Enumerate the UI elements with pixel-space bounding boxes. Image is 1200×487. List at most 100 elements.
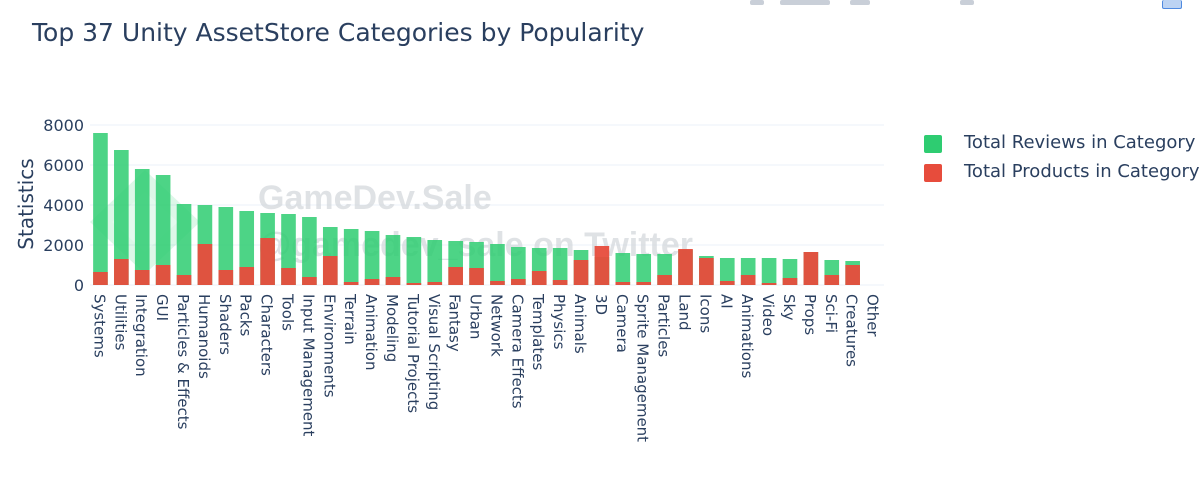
x-tick-label: GUI — [153, 294, 171, 321]
x-tick-label: Video — [759, 294, 777, 336]
bar-products[interactable] — [657, 275, 672, 285]
bar-reviews[interactable] — [427, 240, 443, 285]
bar-reviews[interactable] — [719, 258, 735, 285]
x-tick-label: Animation — [362, 294, 380, 370]
bar-products[interactable] — [761, 283, 777, 285]
x-tick-label: Camera — [613, 294, 631, 353]
bar-reviews[interactable] — [155, 175, 171, 285]
x-tick-label: 3D — [592, 294, 610, 315]
x-tick-label: Physics — [550, 294, 568, 350]
bar-products[interactable] — [218, 270, 234, 285]
bar-products[interactable] — [511, 279, 526, 285]
bar-reviews[interactable] — [134, 169, 150, 285]
bar-products[interactable] — [364, 279, 380, 285]
y-tick-label: 6000 — [43, 156, 84, 175]
x-tick-label: Animations — [738, 294, 756, 378]
x-tick-label: Land — [676, 294, 694, 331]
bar-products[interactable] — [803, 252, 819, 285]
bar-reviews[interactable] — [281, 214, 296, 285]
bar-reviews[interactable] — [343, 229, 359, 285]
x-tick-label: Particles & Effects — [174, 294, 192, 430]
x-tick-label: Packs — [237, 294, 255, 336]
bar-reviews[interactable] — [615, 253, 631, 285]
bar-reviews[interactable] — [302, 217, 317, 285]
bar-products[interactable] — [678, 249, 693, 285]
bar-reviews[interactable] — [364, 231, 380, 285]
x-tick-label: Tutorial Projects — [404, 293, 422, 413]
x-tick-label: Input Management — [299, 294, 317, 437]
x-tick-label: Urban — [467, 294, 485, 339]
bar-products[interactable] — [594, 246, 610, 285]
bar-products[interactable] — [176, 275, 192, 285]
bar-products[interactable] — [699, 258, 714, 285]
bar-products[interactable] — [427, 282, 443, 285]
bar-products[interactable] — [197, 244, 213, 285]
x-tick-label: Utilities — [111, 294, 129, 351]
bar-reviews[interactable] — [93, 133, 108, 285]
bar-products[interactable] — [281, 268, 296, 285]
bar-reviews[interactable] — [239, 211, 255, 285]
bar-reviews[interactable] — [552, 248, 568, 285]
bar-reviews[interactable] — [218, 207, 234, 285]
bar-products[interactable] — [114, 259, 129, 285]
x-tick-label: Icons — [696, 294, 714, 333]
bar-products[interactable] — [322, 256, 338, 285]
bar-products[interactable] — [573, 260, 589, 285]
bar-products[interactable] — [636, 282, 652, 285]
bar-reviews[interactable] — [385, 235, 401, 285]
x-tick-label: Other — [864, 294, 882, 337]
y-axis-title: Statistics — [14, 158, 38, 249]
x-tick-label: Sprite Management — [634, 294, 652, 442]
bar-products[interactable] — [448, 267, 463, 285]
bar-products[interactable] — [531, 271, 547, 285]
bar-products[interactable] — [406, 283, 422, 285]
x-tick-label: Sky — [780, 294, 798, 321]
bar-products[interactable] — [740, 275, 756, 285]
y-tick-label: 2000 — [43, 236, 84, 255]
bar-products[interactable] — [260, 238, 275, 285]
x-tick-label: Shaders — [216, 294, 234, 355]
bar-reviews[interactable] — [176, 204, 192, 285]
bar-products[interactable] — [490, 281, 505, 285]
bar-reviews[interactable] — [511, 247, 526, 285]
sheet-icon — [1162, 0, 1182, 9]
x-tick-label: Animals — [571, 294, 589, 354]
bar-products[interactable] — [302, 277, 317, 285]
bar-reviews[interactable] — [406, 237, 422, 285]
x-tick-label: Fantasy — [446, 294, 464, 352]
y-tick-label: 0 — [74, 276, 84, 295]
bar-reviews[interactable] — [636, 254, 652, 285]
bar-reviews[interactable] — [114, 150, 129, 285]
x-tick-label: Visual Scripting — [425, 294, 443, 410]
x-tick-label: Terrain — [341, 293, 359, 345]
bar-products[interactable] — [845, 265, 860, 285]
legend-label-products: Total Products in Category — [964, 161, 1200, 182]
x-tick-label: Humanoids — [195, 294, 213, 379]
bar-products[interactable] — [134, 270, 150, 285]
legend-swatch-reviews — [924, 135, 942, 153]
bar-products[interactable] — [155, 265, 171, 285]
y-tick-label: 4000 — [43, 196, 84, 215]
bar-reviews[interactable] — [490, 244, 505, 285]
bar-products[interactable] — [615, 282, 631, 285]
x-tick-label: Integration — [132, 294, 150, 377]
x-tick-label: Particles — [655, 294, 673, 357]
bar-products[interactable] — [239, 267, 255, 285]
bar-products[interactable] — [469, 268, 484, 285]
bar-reviews[interactable] — [761, 258, 777, 285]
x-tick-label: Environments — [320, 294, 338, 398]
x-tick-label: Creatures — [843, 294, 861, 367]
bar-products[interactable] — [719, 281, 735, 285]
bar-products[interactable] — [782, 278, 798, 285]
bar-products[interactable] — [552, 280, 568, 285]
bar-products[interactable] — [385, 277, 401, 285]
x-tick-label: Tools — [279, 293, 297, 331]
bar-products[interactable] — [824, 275, 840, 285]
x-tick-label: Modeling — [383, 294, 401, 362]
bar-products[interactable] — [93, 272, 108, 285]
x-tick-label: Templates — [529, 293, 547, 370]
x-tick-label: Characters — [258, 294, 276, 376]
x-tick-label: Network — [487, 294, 505, 357]
bar-products[interactable] — [343, 282, 359, 285]
chart-title: Top 37 Unity AssetStore Categories by Po… — [32, 18, 645, 47]
